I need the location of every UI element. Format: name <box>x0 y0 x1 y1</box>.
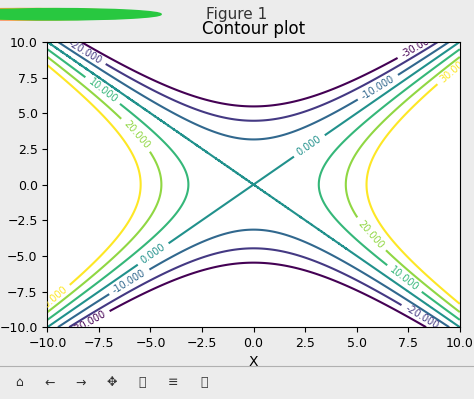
Circle shape <box>0 8 161 20</box>
Text: 30.000: 30.000 <box>438 55 470 85</box>
X-axis label: X: X <box>249 356 258 369</box>
Text: ✥: ✥ <box>106 376 117 389</box>
Text: 10.000: 10.000 <box>86 76 119 105</box>
Text: ≡: ≡ <box>168 376 178 389</box>
Text: -20.000: -20.000 <box>403 303 440 331</box>
Text: -30.000: -30.000 <box>400 33 437 60</box>
Text: →: → <box>75 376 86 389</box>
Text: Figure 1: Figure 1 <box>206 7 268 22</box>
Text: 30.000: 30.000 <box>37 284 69 314</box>
Text: 💾: 💾 <box>200 376 208 389</box>
Text: 0.000: 0.000 <box>295 134 324 158</box>
Text: -10.000: -10.000 <box>359 73 396 101</box>
Text: ⌂: ⌂ <box>15 376 23 389</box>
Title: Contour plot: Contour plot <box>202 20 305 38</box>
Text: 20.000: 20.000 <box>121 119 151 150</box>
Text: 10.000: 10.000 <box>388 265 421 293</box>
Text: -10.000: -10.000 <box>111 268 148 296</box>
Text: -20.000: -20.000 <box>67 38 104 66</box>
Circle shape <box>0 8 123 20</box>
Text: 20.000: 20.000 <box>356 219 386 251</box>
Text: 0.000: 0.000 <box>139 242 167 266</box>
Text: 🔍: 🔍 <box>138 376 146 389</box>
Text: ←: ← <box>45 376 55 389</box>
Circle shape <box>0 8 142 20</box>
Text: -30.000: -30.000 <box>71 309 108 336</box>
